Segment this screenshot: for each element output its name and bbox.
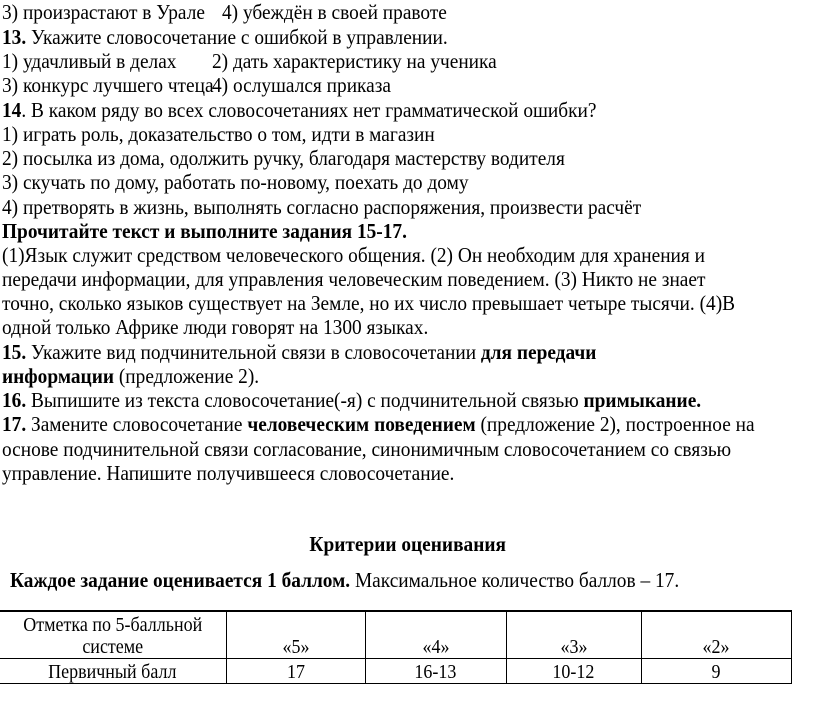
q15-phrase: для передачи bbox=[480, 340, 597, 364]
q13-option-4: 4) ослушался приказа bbox=[212, 73, 391, 97]
criteria-title: Критерии оценивания bbox=[0, 532, 815, 556]
grade-cell: «2» bbox=[640, 610, 792, 659]
criteria-note-text: Максимальное количество баллов – 17. bbox=[350, 568, 680, 592]
q14-option-2: 2) посылка из дома, одолжить ручку, благ… bbox=[2, 146, 565, 170]
grade-5: «5» bbox=[282, 636, 309, 658]
q17-number: 17. bbox=[2, 412, 27, 436]
grade-header-cell: Отметка по 5-балльной системе bbox=[0, 610, 227, 659]
q16-text: Выпишите из текста словосочетание(-я) с … bbox=[26, 388, 584, 412]
q16-term: примыкание. bbox=[583, 388, 702, 412]
q17-text: Замените словосочетание bbox=[26, 412, 248, 436]
score-row: Первичный балл 17 16-13 10-12 9 bbox=[0, 658, 792, 684]
grade-2: «2» bbox=[702, 636, 730, 658]
passage-line: (1)Язык служит средством человеческого о… bbox=[2, 243, 705, 267]
q14-option-1: 1) играть роль, доказательство о том, ид… bbox=[2, 122, 435, 146]
q17-text-2: (предложение 2), построенное на bbox=[475, 412, 755, 436]
q15-text-cont: (предложение 2). bbox=[114, 364, 260, 388]
grade-cell: «3» bbox=[505, 610, 642, 659]
q15-phrase-cont: информации bbox=[2, 364, 115, 388]
grading-table: Отметка по 5-балльной системе «5» «4» «3… bbox=[0, 610, 792, 684]
q16-question: 16. Выпишите из текста словосочетание(-я… bbox=[2, 388, 701, 412]
grade-cell: «5» bbox=[225, 610, 366, 659]
q17-line-2: основе подчинительной связи согласование… bbox=[2, 437, 732, 461]
q17-question: 17. Замените словосочетание человеческим… bbox=[2, 412, 755, 436]
q13-option-2: 2) дать характеристику на ученика bbox=[212, 49, 497, 73]
criteria-note-bold: Каждое задание оценивается 1 баллом. bbox=[10, 568, 351, 592]
q13-text: Укажите словосочетание с ошибкой в управ… bbox=[26, 25, 448, 49]
q14-option-3: 3) скучать по дому, работать по-новому, … bbox=[2, 170, 469, 194]
q15-number: 15. bbox=[2, 340, 27, 364]
score-cell: 16-13 bbox=[364, 658, 507, 684]
score-cell: 9 bbox=[640, 658, 792, 684]
instruction: Прочитайте текст и выполните задания 15-… bbox=[2, 219, 407, 243]
q15-text: Укажите вид подчинительной связи в слово… bbox=[26, 340, 481, 364]
q14-option-4: 4) претворять в жизнь, выполнять согласн… bbox=[2, 195, 642, 219]
score-header-cell: Первичный балл bbox=[0, 658, 227, 684]
grade-3: «3» bbox=[560, 636, 587, 658]
grade-cell: «4» bbox=[364, 610, 507, 659]
q12-option-4: 4) убеждён в своей правоте bbox=[222, 0, 447, 24]
q14-text: . В каком ряду во всех словосочетаниях н… bbox=[21, 98, 597, 122]
score-2: 9 bbox=[711, 661, 721, 683]
passage-line: передачи информации, для управления чело… bbox=[2, 267, 706, 291]
criteria-title-text: Критерии оценивания bbox=[309, 532, 506, 556]
passage-line: одной только Африке люди говорят на 1300… bbox=[2, 315, 429, 339]
q13-option-3: 3) конкурс лучшего чтеца bbox=[2, 73, 214, 97]
criteria-note: Каждое задание оценивается 1 баллом. Мак… bbox=[10, 568, 679, 592]
q14-number: 14 bbox=[2, 98, 22, 122]
grade-header-label: Отметка по 5-балльной системе bbox=[23, 614, 203, 658]
q13-option-1: 1) удачливый в делах bbox=[2, 49, 177, 73]
q15-question: 15. Укажите вид подчинительной связи в с… bbox=[2, 340, 596, 364]
q13-question: 13. Укажите словосочетание с ошибкой в у… bbox=[2, 25, 448, 49]
grade-4: «4» bbox=[422, 636, 449, 658]
q12-option-3: 3) произрастают в Урале bbox=[2, 0, 205, 24]
q16-number: 16. bbox=[2, 388, 27, 412]
score-row-label: Первичный балл bbox=[48, 661, 177, 683]
score-cell: 10-12 bbox=[505, 658, 642, 684]
passage-line: точно, сколько языков существует на Земл… bbox=[2, 291, 736, 315]
q17-phrase: человеческим поведением bbox=[247, 412, 476, 436]
instruction-text: Прочитайте текст и выполните задания 15-… bbox=[2, 219, 407, 243]
score-4: 16-13 bbox=[414, 661, 457, 683]
q14-question: 14. В каком ряду во всех словосочетаниях… bbox=[2, 98, 596, 122]
q13-number: 13. bbox=[2, 25, 27, 49]
score-cell: 17 bbox=[225, 658, 366, 684]
grade-row: Отметка по 5-балльной системе «5» «4» «3… bbox=[0, 610, 792, 659]
score-5: 17 bbox=[286, 661, 305, 683]
score-3: 10-12 bbox=[552, 661, 595, 683]
q15-question-cont: информации (предложение 2). bbox=[2, 364, 259, 388]
q17-line-3: управление. Напишите получившееся словос… bbox=[2, 461, 455, 485]
